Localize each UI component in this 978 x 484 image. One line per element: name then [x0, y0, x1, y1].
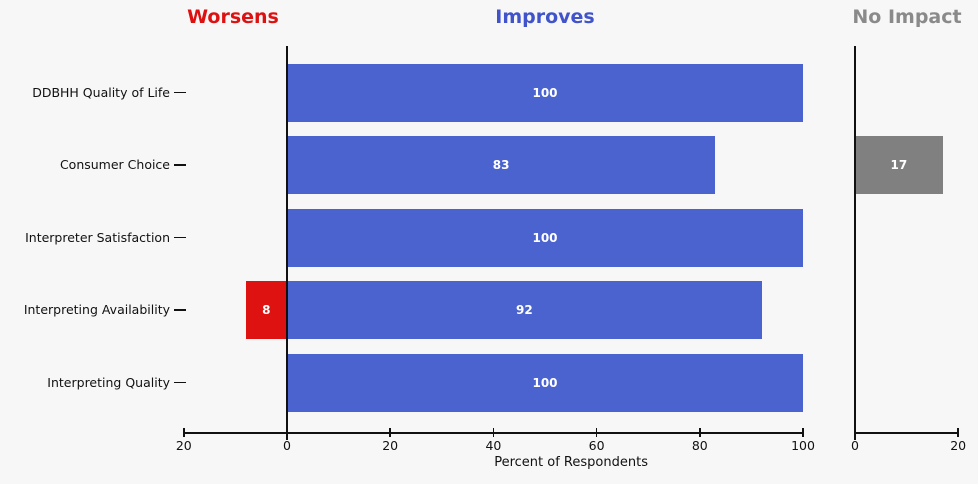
x-tick-label: 20: [382, 438, 399, 453]
x-tick-label: 40: [485, 438, 502, 453]
bar-improves: [287, 136, 716, 194]
bar-improves: [287, 63, 803, 122]
x-tick: [286, 427, 288, 437]
x-tick: [699, 427, 701, 437]
no-impact-header: No Impact: [852, 6, 962, 28]
worsens-header: Worsens: [187, 6, 279, 28]
bar-value-label: 83: [492, 158, 510, 172]
x-tick-label: 0: [283, 438, 291, 453]
category-label: DDBHH Quality of Life: [32, 84, 170, 100]
x-tick-label: 0: [851, 438, 859, 453]
category-label: Interpreter Satisfaction: [25, 229, 170, 245]
y-tick: [174, 309, 186, 311]
bar-worsens: [245, 281, 287, 339]
no-impact-x-axis: [855, 432, 959, 434]
y-tick: [174, 236, 186, 239]
x-axis-title: Percent of Respondents: [494, 455, 648, 470]
category-label: Interpreting Quality: [47, 374, 170, 390]
x-tick: [957, 427, 959, 437]
bar-improves: [287, 353, 803, 412]
main-zero-spine: [286, 46, 288, 440]
x-tick: [389, 427, 391, 437]
bar-no-impact: [855, 136, 943, 194]
x-tick: [802, 427, 804, 437]
category-label: Consumer Choice: [59, 157, 170, 172]
bar-value-label: 100: [532, 85, 558, 100]
no-impact-spine: [854, 46, 856, 440]
y-tick: [174, 91, 186, 94]
bar-value-label: 92: [516, 303, 533, 317]
x-tick: [492, 427, 495, 437]
y-tick: [174, 164, 186, 166]
bar-value-label: 100: [532, 375, 558, 390]
bar-improves: [287, 281, 762, 339]
x-tick: [183, 427, 185, 437]
improves-header: Improves: [495, 6, 595, 28]
x-tick: [854, 427, 856, 437]
x-tick-label: 20: [950, 438, 967, 453]
bar-value-label: 17: [890, 158, 908, 172]
y-tick: [174, 381, 186, 384]
bar-value-label: 8: [262, 303, 271, 317]
bar-improves: [287, 208, 803, 267]
x-tick-label: 60: [588, 438, 605, 453]
x-tick-label: 100: [791, 438, 815, 453]
x-tick: [595, 427, 598, 437]
category-label: Interpreting Availability: [23, 302, 170, 317]
x-tick-label: 80: [691, 438, 708, 453]
x-tick-label: 20: [175, 438, 192, 453]
bar-value-label: 100: [532, 230, 558, 245]
